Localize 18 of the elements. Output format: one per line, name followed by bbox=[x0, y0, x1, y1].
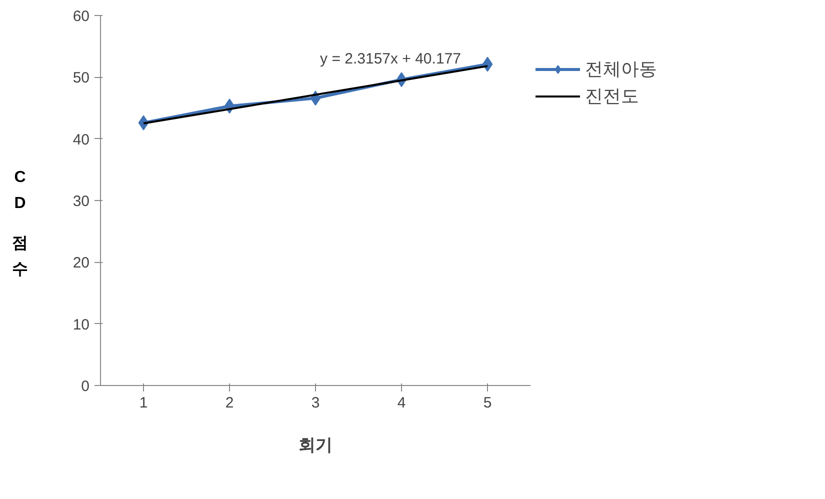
y-tick-label: 50 bbox=[72, 70, 90, 87]
x-tick-label: 3 bbox=[311, 394, 320, 412]
legend-label: 진전도 bbox=[585, 85, 639, 108]
point bbox=[482, 56, 493, 72]
x-tick-label: 4 bbox=[397, 394, 406, 412]
x-axis-title: 회기 bbox=[298, 436, 332, 454]
y-tick-label: 10 bbox=[72, 316, 90, 334]
annotation: y = 2.3157x + 40.177 bbox=[320, 50, 461, 68]
x-tick-label: 1 bbox=[139, 394, 148, 412]
y-tick-label: 40 bbox=[72, 131, 90, 148]
y-tick-label: 0 bbox=[81, 378, 90, 395]
legend-label: 전체아동 bbox=[585, 58, 657, 81]
y-tick-label: 60 bbox=[72, 8, 90, 25]
y-tick-label: 20 bbox=[72, 254, 90, 272]
y-tick-label: 30 bbox=[72, 193, 90, 210]
x-tick-label: 2 bbox=[225, 394, 234, 412]
x-tick-label: 5 bbox=[483, 394, 492, 412]
text: CD 점수 bbox=[12, 169, 28, 278]
